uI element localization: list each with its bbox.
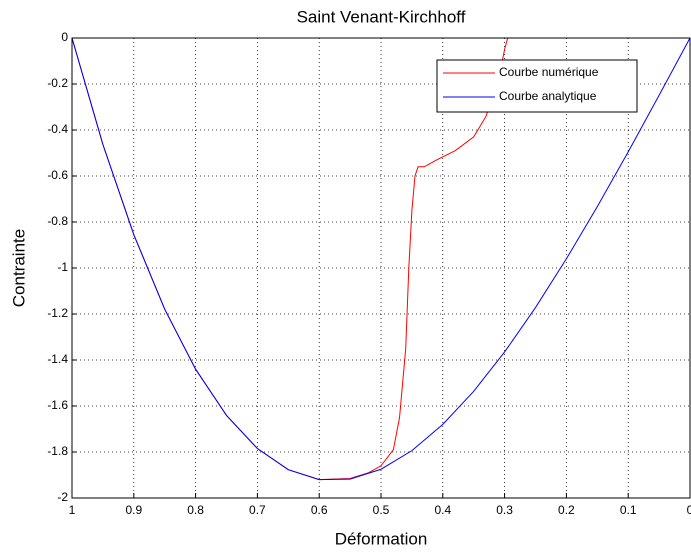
data-line [71, 37, 691, 481]
y-tick-label: 0 [61, 30, 68, 44]
legend-box [436, 59, 638, 113]
y-tick-label: -1 [57, 260, 68, 274]
y-tick-label: -0.8 [47, 214, 68, 228]
y-tick-label: -2 [57, 490, 68, 504]
x-tick-label: 1 [69, 503, 76, 517]
x-tick-label: 0.6 [311, 503, 328, 517]
x-tick-label: 0.7 [249, 503, 266, 517]
x-axis-label: Déformation [335, 529, 428, 548]
y-tick-label: -1.4 [47, 352, 68, 366]
chart-title: Saint Venant-Kirchhoff [297, 7, 466, 26]
y-tick-label: -0.6 [47, 168, 68, 182]
x-tick-label: 0.3 [496, 503, 513, 517]
x-tick-label: 0.8 [187, 503, 204, 517]
x-tick-label: 0.1 [620, 503, 637, 517]
legend-label: Courbe analytique [499, 89, 597, 103]
x-tick-label: 0 [687, 503, 691, 517]
x-tick-label: 0.2 [558, 503, 575, 517]
x-tick-label: 0.9 [125, 503, 142, 517]
x-tick-label: 0.4 [434, 503, 451, 517]
y-tick-label: -1.6 [47, 398, 68, 412]
plot-frame [71, 37, 691, 499]
y-tick-label: -0.2 [47, 76, 68, 90]
y-tick-label: -1.8 [47, 444, 68, 458]
y-axis-label: Contrainte [9, 229, 28, 307]
legend-label: Courbe numérique [499, 65, 599, 79]
x-tick-label: 0.5 [373, 503, 390, 517]
y-tick-label: -0.4 [47, 122, 68, 136]
y-tick-label: -1.2 [47, 306, 68, 320]
